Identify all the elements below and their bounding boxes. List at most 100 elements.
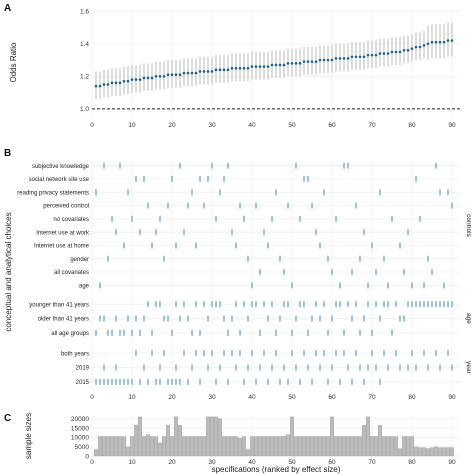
odds-ratio-point [190,71,194,75]
odds-ratio-point [326,58,330,62]
odds-ratio-point [138,78,142,81]
odds-ratio-point [450,39,454,42]
odds-ratio-point [202,70,206,73]
sample-size-bar [190,436,194,457]
odds-ratio-point [150,76,154,80]
sample-size-bar [102,436,106,457]
sample-size-bar [390,436,394,457]
sample-size-bar [302,436,306,457]
sample-size-bar [366,416,370,457]
odds-ratio-point [334,57,338,60]
odds-ratio-point [278,63,282,67]
odds-ratio-point [258,65,262,68]
sample-size-bar [382,436,386,457]
sample-size-bar [194,436,198,457]
x-tick-label: 30 [208,122,216,129]
odds-ratio-point [194,71,198,75]
x-tick-label: 90 [448,122,456,129]
odds-ratio-point [166,73,170,77]
odds-ratio-point [126,79,130,83]
x-tick-label: 20 [168,459,176,466]
choice-label: reading privacy statements [17,190,89,196]
odds-ratio-point [362,55,366,59]
odds-ratio-point [402,48,406,52]
choice-label: both years [61,351,89,357]
group-strip-label: age [465,313,472,324]
y-axis-title: conceptual and analytical choices [4,212,13,331]
odds-ratio-point [178,73,182,77]
odds-ratio-point [426,42,430,46]
sample-size-bar [254,436,258,457]
odds-ratio-point [322,58,326,62]
choice-label: younger than 41 years [29,302,89,308]
odds-ratio-point [102,83,106,86]
odds-ratio-point [130,78,134,81]
sample-size-bar [114,436,118,457]
odds-ratio-point [338,57,342,60]
odds-ratio-point [410,47,414,50]
x-axis-title: specifications (ranked by effect size) [212,465,341,474]
y-tick-label: 1.6 [80,9,89,16]
sample-size-bar [410,436,414,457]
sample-size-bar [290,416,294,457]
y-tick-label: 15000 [71,425,89,432]
choice-label: older than 41 years [38,317,89,323]
sample-size-bar [134,425,138,457]
sample-size-bar [406,436,410,457]
odds-ratio-point [302,60,306,63]
odds-ratio-point [434,40,438,44]
sample-size-bar [206,416,210,457]
odds-ratio-point [390,50,394,54]
sample-size-bar [94,449,98,457]
sample-size-bar [374,436,378,457]
choice-label: Internet use at work [36,230,90,236]
odds-ratio-point [106,83,110,86]
sample-size-bar [354,436,358,457]
odds-ratio-point [94,84,98,88]
sample-size-bar [138,416,142,457]
sample-size-bar [318,436,322,457]
odds-ratio-point [378,52,382,55]
sample-size-bar [306,436,310,457]
odds-ratio-point [422,44,426,47]
odds-ratio-point [174,73,178,77]
odds-ratio-point [98,84,102,88]
sample-size-bar [422,447,426,457]
sample-size-bar [214,416,218,457]
panel-letter: B [4,148,11,159]
choice-label: social network site use [29,177,90,183]
odds-ratio-point [110,81,114,85]
sample-size-bar [246,449,250,457]
x-tick-label: 20 [168,122,176,129]
group-strip-label: controls [465,214,472,238]
sample-size-bar [334,436,338,457]
odds-ratio-point [186,71,190,75]
sample-size-bar [178,425,182,457]
choice-label: perceived control [43,204,89,210]
choice-label: Internet use at home [34,244,90,250]
x-tick-label: 70 [368,394,376,401]
odds-ratio-point [318,58,322,62]
choice-label: 2019 [76,366,90,372]
y-tick-label: 5000 [75,444,90,451]
odds-ratio-point [218,68,222,72]
sample-size-bar [166,425,170,457]
sample-size-bar [230,436,234,457]
plot-block [92,159,460,292]
sample-size-bar [394,436,398,457]
sample-size-bar [314,436,318,457]
x-tick-label: 60 [328,394,336,401]
sample-size-bar [182,436,186,457]
x-tick-label: 30 [208,459,216,466]
sample-size-bar [198,436,202,457]
odds-ratio-point [294,62,298,65]
x-tick-label: 60 [328,122,336,129]
odds-ratio-point [230,66,234,70]
sample-size-bar [378,425,382,457]
x-tick-label: 80 [408,394,416,401]
sample-size-bar [294,436,298,457]
sample-size-bar [342,436,346,457]
odds-ratio-point [182,71,186,75]
odds-ratio-point [214,68,218,72]
